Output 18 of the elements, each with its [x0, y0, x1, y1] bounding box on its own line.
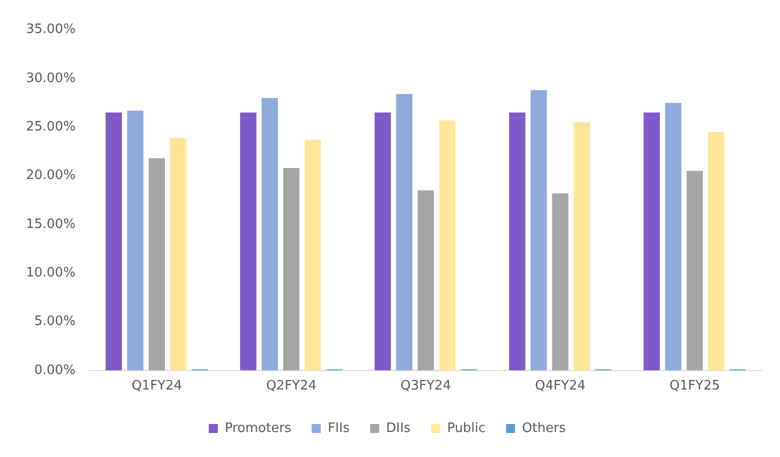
y-tick-label: 30.00% — [26, 70, 76, 86]
legend-label: FIIs — [328, 420, 350, 436]
legend-label: Others — [522, 420, 566, 436]
y-tick-label: 10.00% — [26, 265, 76, 280]
y-tick-label: 20.00% — [26, 168, 76, 184]
x-tick-label: Q4FY24 — [535, 378, 586, 394]
legend-label: DIIs — [386, 420, 411, 436]
x-tick-label: Q2FY24 — [266, 378, 317, 394]
x-tick-label: Q1FY25 — [670, 378, 720, 394]
y-tick-label: 35.00% — [26, 22, 76, 38]
y-tick-label: 15.00% — [26, 216, 76, 232]
y-tick-label: 25.00% — [26, 119, 76, 134]
y-tick-label: 5.00% — [34, 314, 76, 330]
legend-label: Promoters — [224, 420, 292, 436]
x-tick-label: Q1FY24 — [132, 378, 182, 394]
x-tick-label: Q3FY24 — [400, 378, 452, 394]
y-tick-label: 0.00% — [34, 362, 76, 378]
legend-label: Public — [447, 420, 486, 436]
